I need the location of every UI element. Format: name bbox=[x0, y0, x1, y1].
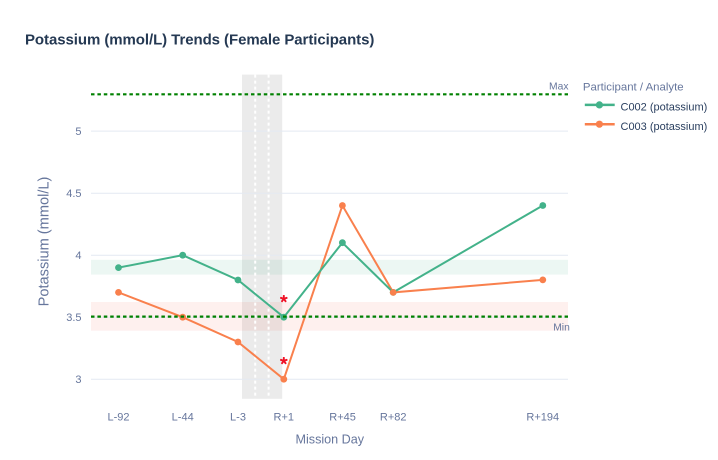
svg-text:R+194: R+194 bbox=[526, 412, 559, 424]
svg-text:5: 5 bbox=[75, 126, 81, 138]
svg-text:4: 4 bbox=[75, 250, 81, 262]
svg-text:Participant / Analyte: Participant / Analyte bbox=[583, 82, 684, 94]
svg-text:L-3: L-3 bbox=[230, 412, 246, 424]
svg-text:Mission Day: Mission Day bbox=[296, 433, 365, 447]
svg-text:Max: Max bbox=[549, 81, 569, 92]
svg-text:Potassium (mmol/L) Trends (Fem: Potassium (mmol/L) Trends (Female Partic… bbox=[25, 32, 374, 49]
svg-text:R+82: R+82 bbox=[380, 412, 407, 424]
svg-text:3.5: 3.5 bbox=[66, 312, 81, 324]
svg-text:C002 (potassium): C002 (potassium) bbox=[621, 102, 708, 114]
svg-text:Min: Min bbox=[553, 323, 570, 334]
svg-text:3: 3 bbox=[75, 374, 81, 386]
svg-text:C003 (potassium): C003 (potassium) bbox=[621, 121, 708, 133]
svg-text:R+1: R+1 bbox=[274, 412, 295, 424]
svg-text:R+45: R+45 bbox=[329, 412, 356, 424]
svg-text:4.5: 4.5 bbox=[66, 188, 81, 200]
svg-text:L-44: L-44 bbox=[172, 412, 194, 424]
svg-text:Potassium (mmol/L): Potassium (mmol/L) bbox=[37, 177, 53, 307]
svg-text:L-92: L-92 bbox=[107, 412, 129, 424]
